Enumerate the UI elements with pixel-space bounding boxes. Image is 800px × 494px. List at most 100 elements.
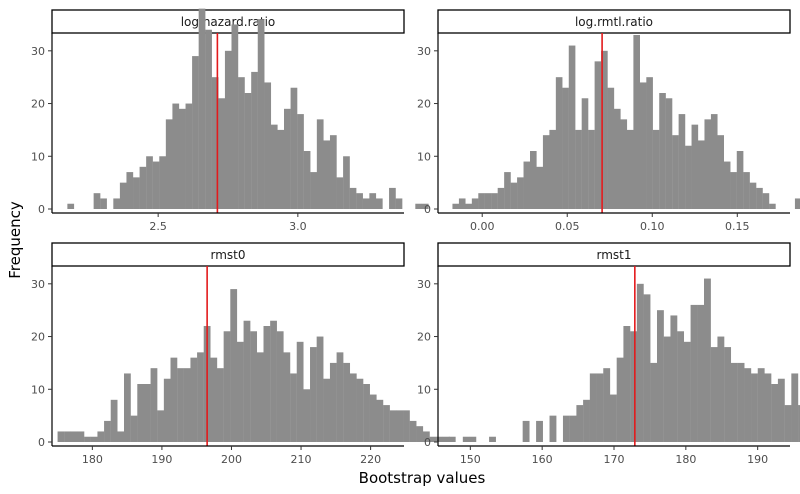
histogram-bar xyxy=(639,82,647,209)
histogram-bar xyxy=(646,77,653,210)
histogram-bar xyxy=(217,368,224,442)
histogram-bar xyxy=(465,203,472,209)
histogram-bar xyxy=(257,19,265,210)
histogram-bar xyxy=(117,431,125,442)
histogram-bar xyxy=(769,203,776,209)
histogram-bar xyxy=(568,45,576,209)
histogram-bar xyxy=(409,420,417,442)
histogram-bar xyxy=(369,193,377,209)
histogram-bar xyxy=(777,378,785,442)
histogram-bar xyxy=(762,193,770,209)
histogram-bar xyxy=(244,93,252,209)
histogram-bar xyxy=(609,394,617,442)
histogram-bar xyxy=(656,310,664,442)
histogram-bar xyxy=(462,436,470,442)
histogram-bar xyxy=(723,161,731,209)
histogram-bar xyxy=(458,198,466,209)
histogram-bar xyxy=(172,103,180,209)
histogram-bar xyxy=(376,399,384,442)
panel-log-rmtl-ratio: log.rmtl.ratio 0 10 20 30 0.00 0.05 0.10 0.15 xyxy=(417,9,800,233)
histogram-bar xyxy=(230,289,238,442)
x-tick-label: 0.00 xyxy=(470,220,495,233)
x-tick-label: 190 xyxy=(151,453,172,466)
x-tick-label: 0.05 xyxy=(555,220,580,233)
histogram-bar xyxy=(143,384,151,442)
histogram-bar xyxy=(652,129,660,209)
histogram-bar xyxy=(290,373,297,442)
histogram-bar xyxy=(636,283,644,442)
histogram-bar xyxy=(310,172,317,209)
histogram-bar xyxy=(581,98,589,209)
histogram-bar xyxy=(185,103,193,209)
histogram-bar xyxy=(504,172,511,209)
histogram-bar xyxy=(756,187,763,209)
histogram-bar xyxy=(303,151,311,209)
histogram-bar xyxy=(710,114,718,209)
histogram-bar xyxy=(442,436,450,442)
x-tick-label: 170 xyxy=(604,453,625,466)
histogram-bar xyxy=(218,98,226,209)
histogram-bar xyxy=(429,436,437,442)
histogram-bar xyxy=(356,378,364,442)
x-tick-label: 150 xyxy=(460,453,481,466)
y-tick-label: 30 xyxy=(31,278,45,291)
histogram-bar xyxy=(601,50,608,209)
histogram-bar xyxy=(110,399,118,442)
histogram-bar xyxy=(659,93,666,209)
histogram-bar xyxy=(395,198,403,209)
histogram-bar xyxy=(119,182,127,209)
histogram-bar xyxy=(704,278,711,442)
histogram-bar xyxy=(422,431,430,442)
y-tick-label: 10 xyxy=(417,383,431,396)
histogram-bar xyxy=(489,436,496,442)
histogram-bar xyxy=(316,119,324,209)
histogram-bar xyxy=(678,114,686,209)
histogram-bar xyxy=(223,331,231,442)
histogram-bar xyxy=(270,124,278,209)
histogram-bar xyxy=(757,368,765,442)
y-axis-title: Frequency xyxy=(6,201,24,279)
histogram-bar xyxy=(383,405,390,442)
histogram-bar xyxy=(369,394,377,442)
x-tick-label: 2.5 xyxy=(149,220,167,233)
histogram-bar xyxy=(403,410,410,442)
histogram-bar xyxy=(303,389,311,442)
histogram-bar xyxy=(569,415,577,442)
histogram-bar xyxy=(771,384,779,442)
histogram-bar xyxy=(603,368,611,442)
histogram-bar xyxy=(183,368,191,442)
histogram-bar xyxy=(623,326,631,442)
histogram-bar xyxy=(64,431,71,442)
histogram-bar xyxy=(484,193,492,209)
histogram-bar xyxy=(77,431,85,442)
histogram-bar xyxy=(336,177,344,209)
y-tick-label: 30 xyxy=(31,45,45,58)
histogram-bar xyxy=(576,405,584,442)
histogram-bar xyxy=(683,341,691,442)
histogram-bar xyxy=(133,177,140,209)
histogram-bar xyxy=(150,368,158,442)
histogram-bar xyxy=(57,431,65,442)
histogram-bar xyxy=(542,135,550,209)
histogram-bar xyxy=(113,198,121,209)
histogram-bar xyxy=(349,187,357,209)
x-tick-label: 180 xyxy=(82,453,103,466)
histogram-bar xyxy=(124,373,131,442)
histogram-bar xyxy=(491,193,498,209)
histogram-bar xyxy=(616,357,624,442)
y-tick-label: 10 xyxy=(31,150,45,163)
histogram-bar xyxy=(157,410,165,442)
histogram-bar xyxy=(231,24,239,210)
y-tick-label: 30 xyxy=(417,278,431,291)
histogram-bar xyxy=(178,108,186,209)
histogram-bar xyxy=(523,161,531,209)
histogram-bar xyxy=(264,82,272,209)
histogram-bar xyxy=(685,145,692,209)
histogram-bar xyxy=(349,373,357,442)
histogram-bar xyxy=(165,119,173,209)
histogram-bar xyxy=(497,187,505,209)
histogram-bar xyxy=(471,198,479,209)
